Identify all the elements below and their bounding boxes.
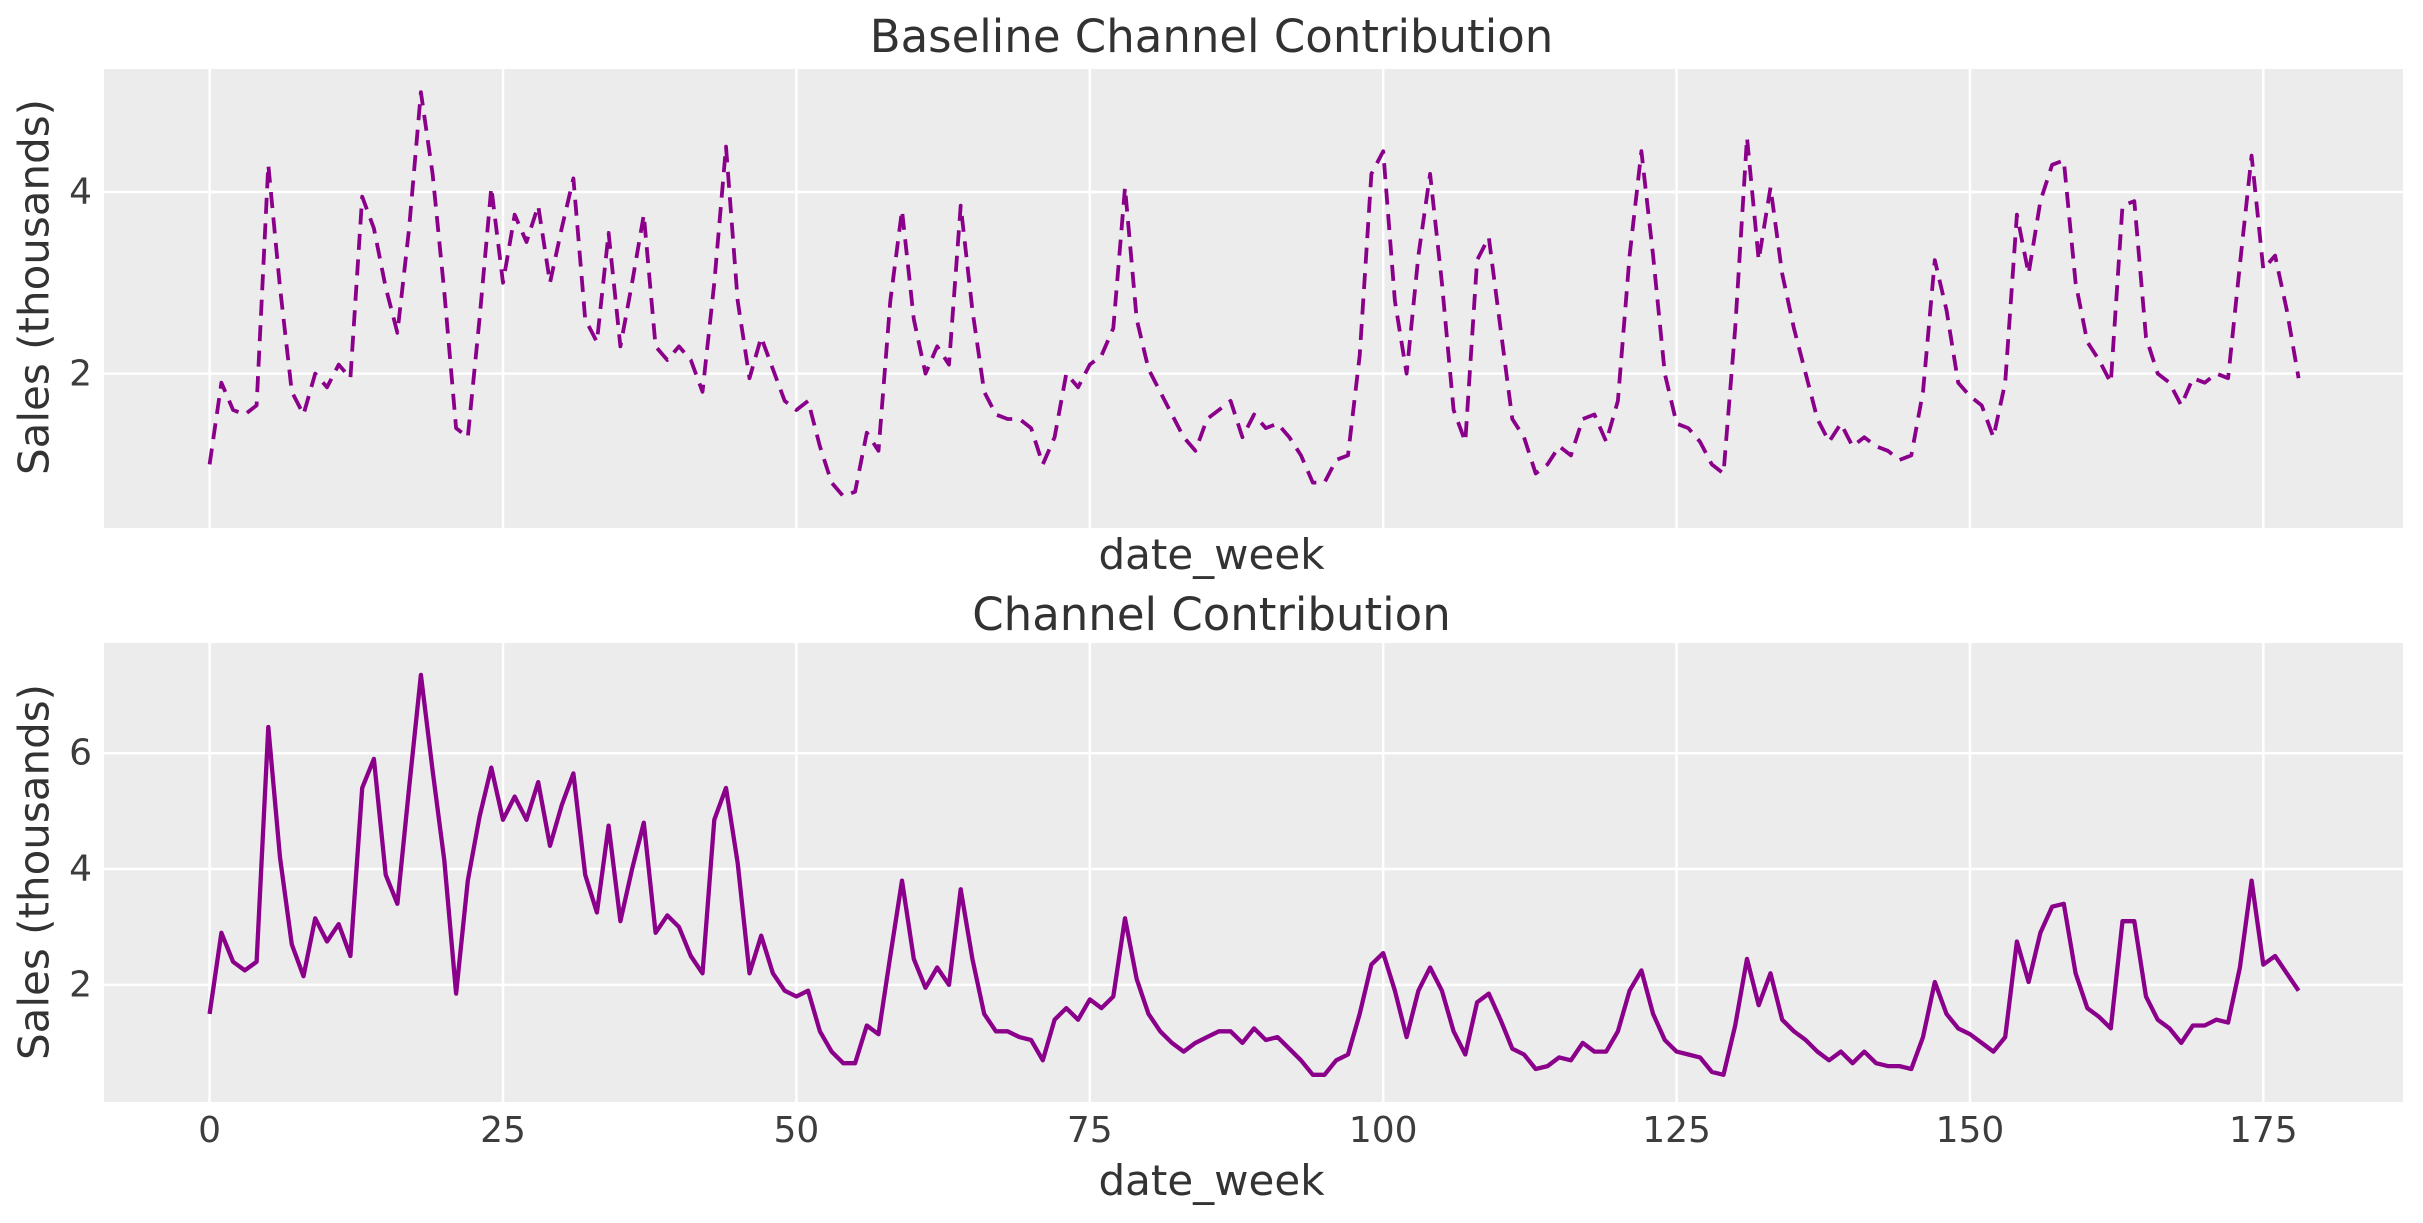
channel-line-chart <box>104 643 2403 1102</box>
y-tick-label: 4 <box>69 848 92 890</box>
baseline-line-chart <box>104 69 2403 528</box>
x-tick-label: 175 <box>2228 1110 2298 1151</box>
baseline-plot-area <box>104 69 2403 528</box>
x-tick-label: 125 <box>1642 1110 1711 1151</box>
baseline-chart-title: Baseline Channel Contribution <box>869 10 1554 63</box>
y-tick-label: 2 <box>69 353 92 395</box>
x-tick-label: 0 <box>198 1110 222 1151</box>
channel-xaxis-label: date_week <box>1098 1156 1325 1205</box>
channel-plot-area <box>104 643 2403 1102</box>
baseline-yaxis-label: Sales (thousands) <box>9 98 59 476</box>
channel-series-line <box>207 672 2301 1077</box>
channel-yaxis-label: Sales (thousands) <box>9 683 59 1061</box>
x-tick-label: 100 <box>1348 1110 1418 1151</box>
baseline-xaxis-label: date_week <box>1098 530 1325 579</box>
y-tick-label: 2 <box>69 964 92 1006</box>
x-tick-label: 50 <box>773 1110 820 1151</box>
baseline-series-line <box>207 90 2301 499</box>
x-tick-label: 25 <box>480 1110 526 1151</box>
x-tick-label: 75 <box>1066 1110 1113 1151</box>
y-tick-label: 6 <box>69 732 92 774</box>
x-tick-label: 150 <box>1935 1110 2005 1151</box>
channel-chart-title: Channel Contribution <box>972 588 1451 641</box>
y-tick-label: 4 <box>69 171 92 213</box>
